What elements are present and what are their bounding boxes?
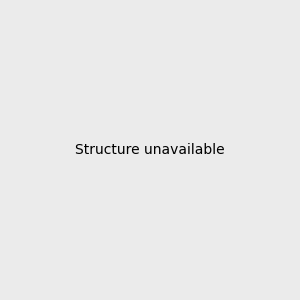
Text: Structure unavailable: Structure unavailable xyxy=(75,143,225,157)
